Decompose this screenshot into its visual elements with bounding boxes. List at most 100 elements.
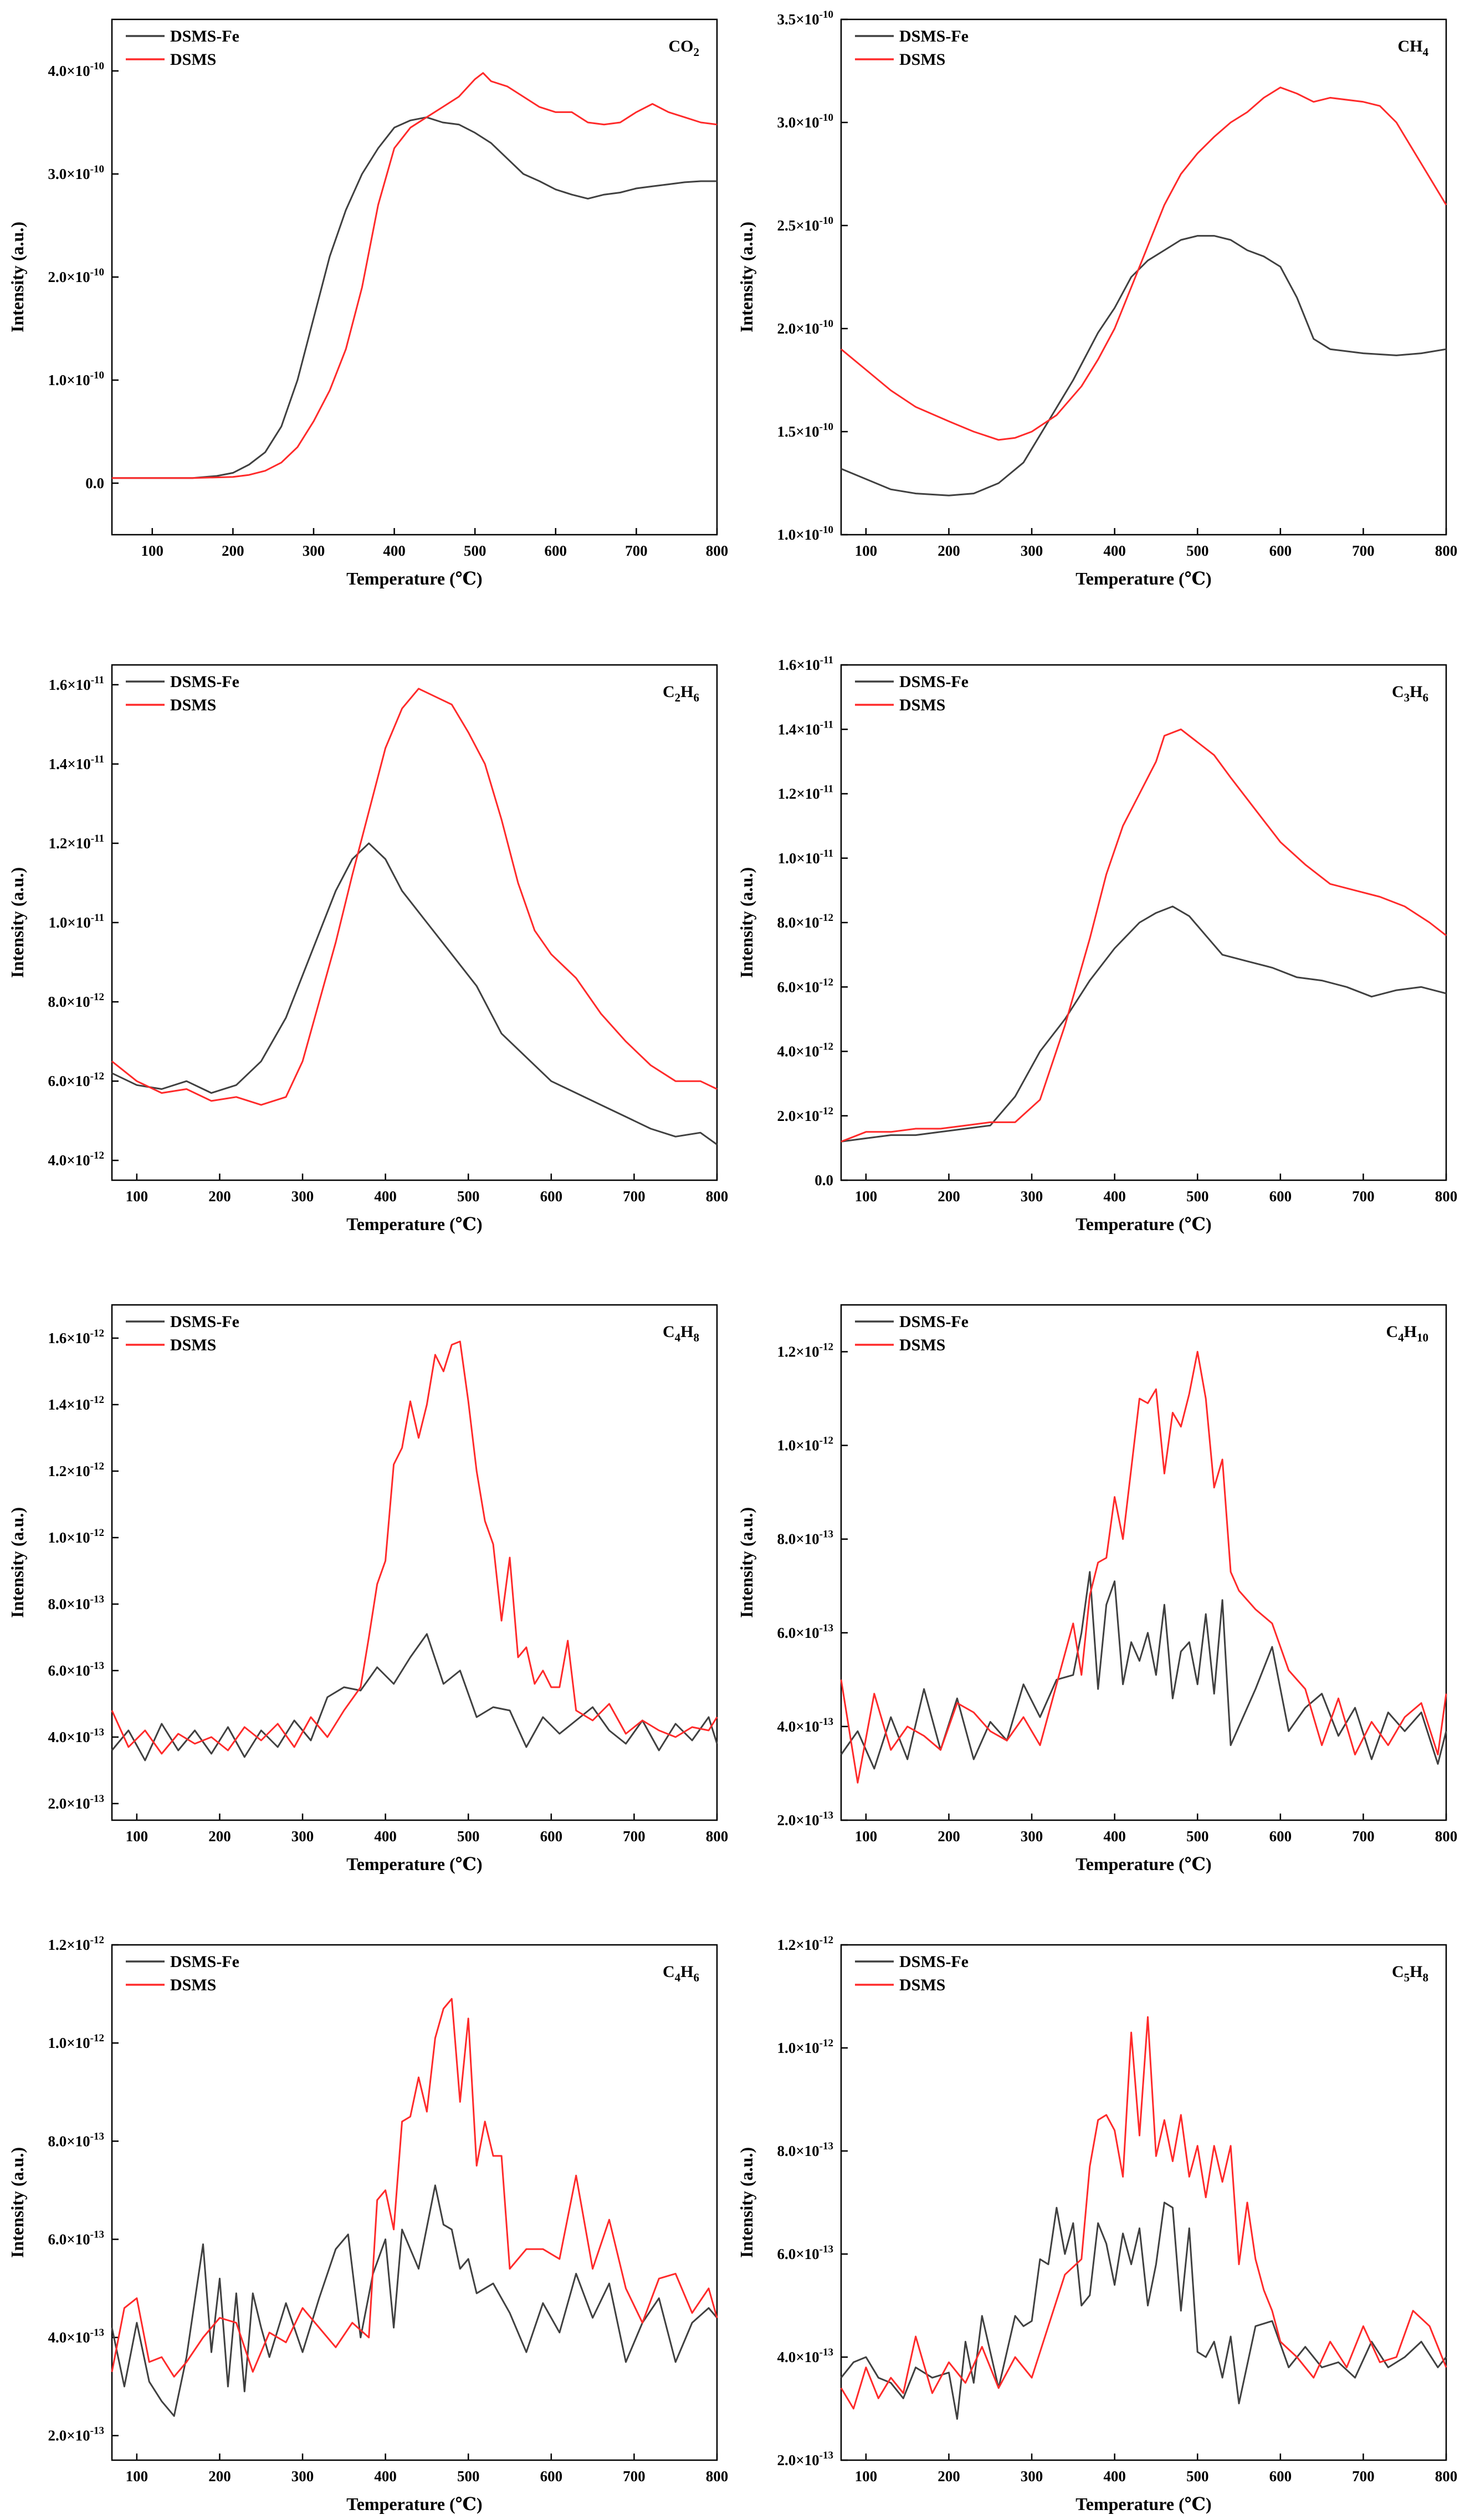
x-tick-label: 100 [126,1188,148,1205]
legend-label: DSMS [899,1976,945,1994]
x-tick-label: 500 [1186,542,1209,559]
y-tick-label: 8.0×10-12 [48,991,104,1010]
y-tick-label: 8.0×10-12 [777,912,833,931]
x-tick-label: 600 [540,1188,563,1205]
y-axis-label: Intensity (a.u.) [7,867,27,978]
x-tick-label: 100 [855,542,878,559]
x-tick-label: 200 [222,542,244,559]
y-tick-label: 1.6×10-12 [48,1328,104,1346]
y-tick-label: 0.0 [815,1172,833,1189]
y-tick-label: 2.0×10-13 [48,1793,104,1812]
series-line-dsms-fe [840,1571,1447,1770]
chart-title: CO2 [669,37,700,59]
plot-frame [840,664,1447,1181]
y-tick-label: 4.0×10-12 [48,1150,104,1169]
y-tick-label: 6.0×10-12 [777,976,833,995]
x-tick-label: 100 [126,2468,148,2485]
series-line-dsms [841,728,1447,1143]
legend-label: DSMS [170,696,216,714]
y-tick-label: 2.0×10-13 [48,2425,104,2444]
y-tick-label: 2.0×10-13 [777,1810,833,1828]
legend-label: DSMS-Fe [899,1953,969,1971]
x-tick-label: 800 [1435,1828,1458,1845]
series-line-dsms [112,72,718,479]
series-line-dsms-fe [841,905,1447,1143]
chart-title: C2H6 [663,683,699,704]
x-tick-label: 300 [1021,2468,1043,2485]
legend-label: DSMS [899,696,945,714]
y-tick-label: 1.0×10-12 [48,2032,104,2051]
y-axis-label: Intensity (a.u.) [736,867,756,978]
x-tick-label: 600 [1269,1188,1292,1205]
y-tick-label: 3.5×10-10 [777,9,833,28]
x-tick-label: 500 [1186,1188,1209,1205]
chart-panel-7: 100 200 300 400 500 600 700 800 2.0×10-13 4.0×10-… [7,1934,728,2514]
y-axis-label: Intensity (a.u.) [7,2147,27,2258]
legend-label: DSMS-Fe [170,1953,239,1971]
x-tick-label: 400 [383,542,406,559]
x-axis-label: Temperature (℃) [346,2494,482,2514]
y-axis-label: Intensity (a.u.) [7,222,27,332]
x-tick-label: 700 [1352,542,1375,559]
x-tick-label: 500 [457,1188,480,1205]
x-tick-label: 700 [1352,1828,1375,1845]
chart-panel-3: 100 200 300 400 500 600 700 800 4.0×10-12 6.0×10-… [7,664,728,1234]
legend-label: DSMS [899,50,945,69]
y-tick-label: 8.0×10-13 [777,1529,833,1548]
x-tick-label: 400 [1103,1188,1126,1205]
x-tick-label: 700 [623,2468,646,2485]
x-axis-label: Temperature (℃) [1075,568,1211,588]
y-tick-label: 8.0×10-13 [777,2140,833,2159]
plot-frame [111,18,718,536]
x-tick-label: 800 [1435,1188,1458,1205]
y-axis-label: Intensity (a.u.) [7,1507,27,1618]
x-axis-label: Temperature (℃) [1075,2494,1211,2514]
x-tick-label: 200 [938,1188,960,1205]
x-axis-label: Temperature (℃) [1075,1854,1211,1874]
chart-title: C5H8 [1392,1963,1428,1984]
legend-label: DSMS [170,1336,216,1354]
plot-frame [840,1304,1447,1821]
y-tick-label: 1.2×10-12 [48,1934,104,1953]
x-tick-label: 400 [1103,542,1126,559]
x-tick-label: 500 [1186,1828,1209,1845]
x-tick-label: 300 [291,1188,314,1205]
y-tick-label: 1.2×10-12 [777,1934,833,1953]
chart-title: C3H6 [1392,683,1428,704]
y-tick-label: 8.0×10-13 [48,1594,104,1612]
y-tick-label: 6.0×10-13 [48,1660,104,1679]
y-tick-label: 2.0×10-13 [777,2450,833,2468]
x-tick-label: 400 [374,1828,397,1845]
legend-label: DSMS-Fe [899,27,969,45]
x-tick-label: 100 [141,542,164,559]
y-tick-label: 2.0×10-12 [777,1105,833,1124]
y-tick-label: 4.0×10-10 [48,60,104,79]
x-tick-label: 600 [540,1828,563,1845]
x-axis-label: Temperature (℃) [1075,1214,1211,1234]
chart-title: C4H6 [663,1963,699,1984]
y-tick-label: 1.2×10-12 [48,1461,104,1479]
series-line-dsms [111,1997,718,2378]
y-axis-label: Intensity (a.u.) [736,1507,756,1618]
x-axis-label: Temperature (℃) [346,1214,482,1234]
x-tick-label: 200 [208,2468,231,2485]
x-tick-label: 700 [1352,1188,1375,1205]
y-axis-label: Intensity (a.u.) [736,222,756,332]
x-tick-label: 700 [623,1188,646,1205]
x-tick-label: 400 [374,1188,397,1205]
y-tick-label: 1.0×10-12 [777,2037,833,2056]
x-tick-label: 700 [623,1828,646,1845]
chart-panel-4: 100 200 300 400 500 600 700 800 0.0 2.0×10-12 4.0×… [736,654,1457,1234]
plot-frame [840,1944,1447,2461]
legend-label: DSMS [170,1976,216,1994]
x-tick-label: 100 [126,1828,148,1845]
chart-title: C4H10 [1386,1323,1428,1344]
plot-frame [111,664,718,1181]
y-tick-label: 2.0×10-10 [777,318,833,337]
x-tick-label: 600 [1269,2468,1292,2485]
legend-label: DSMS-Fe [899,673,969,691]
legend-label: DSMS-Fe [170,673,239,691]
y-tick-label: 4.0×10-13 [777,2347,833,2365]
y-tick-label: 3.0×10-10 [777,112,833,131]
x-tick-label: 400 [1103,1828,1126,1845]
